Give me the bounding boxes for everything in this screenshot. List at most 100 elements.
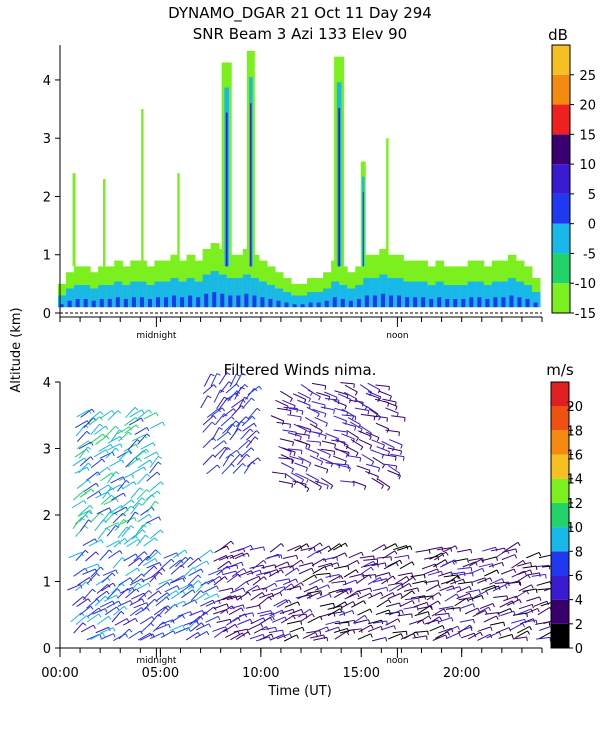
wind-barb-248 bbox=[289, 559, 302, 569]
wind-barb-flag-490 bbox=[527, 630, 530, 635]
wind-barb-flag-837 bbox=[397, 473, 401, 478]
wind-barb-flag-766 bbox=[330, 485, 334, 490]
wind-barb-466 bbox=[489, 621, 504, 626]
wind-barb-489 bbox=[505, 541, 519, 551]
wind-barb-119 bbox=[182, 599, 196, 607]
wind-barb-748 bbox=[305, 473, 319, 481]
wind-barb-flag-14 bbox=[98, 613, 102, 618]
wind-barb-586 bbox=[105, 425, 116, 437]
wind-barb-flag-102 bbox=[176, 585, 180, 590]
wind-barb-32 bbox=[100, 627, 114, 634]
wind-barb-726 bbox=[280, 390, 293, 399]
wind-barb-665 bbox=[210, 407, 223, 417]
wind-barb-flag-140 bbox=[210, 549, 214, 554]
wind-barb-179 bbox=[229, 552, 243, 559]
wind-barb-flag-634 bbox=[149, 459, 153, 464]
wind-barb-493 bbox=[517, 608, 532, 615]
wind-barb-flag-304 bbox=[350, 587, 353, 593]
wind-xtick-label-0: 00:00 bbox=[41, 666, 78, 681]
wind-barb-373 bbox=[401, 576, 414, 586]
wind-barb-flag-154 bbox=[231, 588, 234, 593]
wind-barb-656 bbox=[202, 415, 214, 426]
wind-barb-620 bbox=[127, 457, 140, 468]
wind-barb-flag-836 bbox=[398, 475, 401, 480]
wind-barb-91 bbox=[155, 623, 169, 630]
wind-barb-636 bbox=[140, 442, 154, 450]
wind-colorbar-swatch-2 bbox=[551, 575, 569, 600]
wind-barb-259 bbox=[310, 634, 324, 639]
wind-barb-flag-182 bbox=[249, 619, 253, 624]
wind-barb-208 bbox=[258, 633, 272, 641]
wind-barb-flag-769 bbox=[333, 451, 336, 456]
snr-colorbar-swatch-2 bbox=[552, 223, 570, 254]
wind-barb-411 bbox=[434, 551, 447, 561]
wind-barb-flag-706 bbox=[256, 407, 261, 412]
wind-barb-256 bbox=[298, 567, 313, 575]
wind-barb-543 bbox=[78, 462, 89, 474]
wind-barb-844 bbox=[383, 400, 398, 407]
wind-barb-770 bbox=[321, 440, 336, 445]
wind-barb-643 bbox=[146, 500, 156, 513]
wind-barb-702 bbox=[245, 436, 256, 449]
wind-barb-289 bbox=[333, 627, 348, 633]
wind-barb-flag-843 bbox=[396, 412, 399, 418]
wind-barb-209 bbox=[261, 626, 276, 631]
wind-barb-flag-819 bbox=[382, 464, 385, 469]
wind-barb-flag-698 bbox=[241, 372, 246, 376]
wind-barb-594 bbox=[117, 480, 127, 492]
wind-barb-flag-196 bbox=[259, 569, 262, 575]
wind-barb-765 bbox=[311, 382, 326, 387]
wind-barb-350 bbox=[385, 618, 399, 626]
wind-barb-flag-62 bbox=[139, 557, 143, 562]
wind-barb-50 bbox=[117, 600, 131, 607]
wind-barb-623 bbox=[131, 434, 146, 442]
wind-barb-74 bbox=[139, 616, 153, 625]
wind-barb-flag-571 bbox=[105, 425, 109, 430]
wind-barb-3 bbox=[67, 584, 81, 591]
snr-column-strong-34 bbox=[332, 297, 337, 308]
wind-barb-582 bbox=[109, 459, 123, 467]
wind-barb-760 bbox=[312, 431, 327, 437]
wind-barb-flag-597 bbox=[119, 429, 123, 433]
wind-barb-617 bbox=[132, 497, 143, 509]
wind-barb-44 bbox=[107, 588, 118, 599]
wind-barb-flag-761 bbox=[325, 422, 328, 428]
wind-barb-flag-315 bbox=[370, 624, 374, 629]
wind-barb-131 bbox=[187, 557, 199, 568]
wind-barb-415 bbox=[445, 607, 460, 610]
wind-barb-287 bbox=[327, 543, 340, 553]
wind-barb-flag-346 bbox=[394, 550, 398, 555]
snr-column-strong-38 bbox=[364, 295, 369, 308]
wind-barb-80 bbox=[145, 549, 156, 561]
wind-barb-flag-248 bbox=[300, 559, 304, 564]
wind-barb-flag-804 bbox=[368, 470, 371, 475]
wind-barb-66 bbox=[133, 602, 147, 609]
wind-barb-218 bbox=[268, 629, 283, 634]
wind-barb-41 bbox=[111, 611, 122, 623]
wind-barb-flag-616 bbox=[138, 502, 143, 506]
wind-barb-250 bbox=[302, 632, 316, 639]
wind-barb-flag-713 bbox=[289, 424, 291, 429]
wind-barb-183 bbox=[238, 612, 253, 617]
wind-barb-flag-582 bbox=[121, 459, 125, 464]
wind-barb-366 bbox=[394, 554, 409, 559]
wind-barb-flag-619 bbox=[143, 466, 147, 471]
wind-colorbar-swatch-4 bbox=[551, 527, 569, 552]
wind-ytick-label-0: 0 bbox=[43, 642, 51, 657]
wind-barb-143 bbox=[205, 599, 219, 607]
wind-barb-flag-660 bbox=[210, 373, 215, 377]
wind-colorbar-label-5: 10 bbox=[566, 521, 583, 536]
wind-barb-flag-818 bbox=[381, 485, 384, 490]
wind-barb-flag-194 bbox=[257, 585, 260, 590]
wind-barb-663 bbox=[211, 427, 220, 441]
wind-barb-555 bbox=[91, 433, 104, 443]
wind-barb-554 bbox=[93, 449, 107, 458]
wind-barb-167 bbox=[218, 554, 233, 561]
wind-barb-flag-435 bbox=[472, 603, 475, 608]
wind-barb-flag-689 bbox=[242, 463, 246, 467]
wind-barb-flag-690 bbox=[246, 453, 250, 458]
wind-barb-205 bbox=[252, 576, 265, 586]
wind-barb-flag-641 bbox=[160, 529, 164, 534]
wind-barb-642 bbox=[146, 516, 159, 524]
